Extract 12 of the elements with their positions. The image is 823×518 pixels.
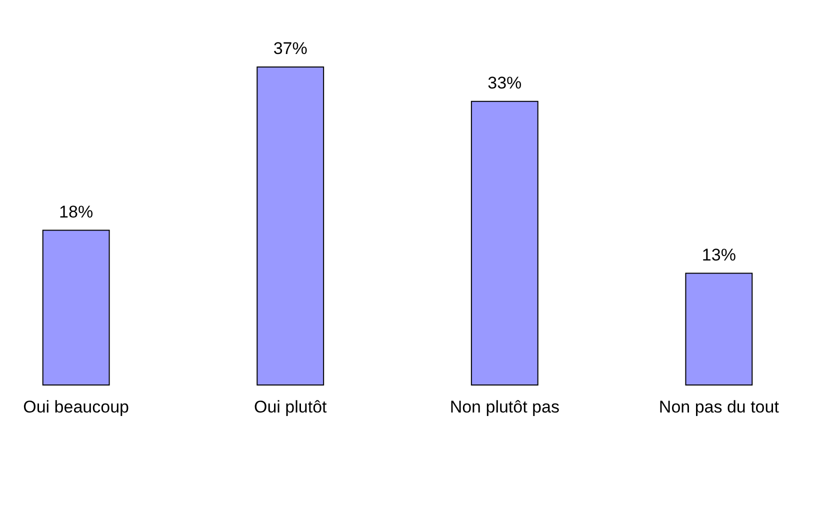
data-label: 18% [59, 202, 94, 222]
bar [42, 230, 110, 386]
x-tick-label: Non plutôt pas [450, 398, 560, 416]
x-tick-label: Non pas du tout [658, 398, 780, 416]
data-label: 33% [488, 73, 522, 92]
x-tick-label: Oui plutôt [254, 398, 328, 416]
bar [685, 272, 753, 386]
data-label: 37% [273, 39, 308, 58]
data-label: 13% [702, 245, 736, 264]
bar [256, 66, 324, 386]
x-tick-label: Oui beaucoup [23, 398, 130, 416]
bar [470, 100, 538, 386]
